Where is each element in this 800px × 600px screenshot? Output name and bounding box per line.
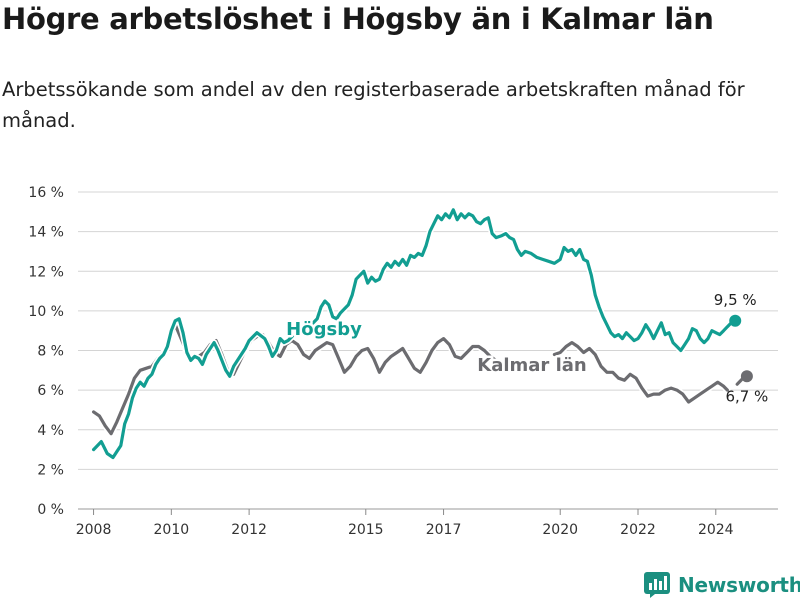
y-tick-label: 6 % — [37, 383, 64, 399]
hogsby-end-label: 9,5 % — [714, 291, 757, 309]
x-tick-label: 2024 — [698, 522, 734, 538]
x-tick-label: 2012 — [231, 522, 267, 538]
kalmar-series-label-halo: Kalmar län — [477, 355, 586, 376]
y-tick-label: 0 % — [37, 502, 64, 518]
chart-subtitle: Arbetssökande som andel av den registerb… — [2, 78, 745, 132]
kalmar-end-label: 6,7 % — [725, 387, 768, 405]
x-tick-label: 2015 — [348, 522, 384, 538]
series-lines — [90, 206, 753, 461]
y-tick-label: 2 % — [37, 462, 64, 478]
y-axis-ticks: 0 % 2 % 4 % 6 % 8 % 10 % 12 % 14 % 16 % — [28, 185, 64, 518]
y-tick-label: 16 % — [28, 185, 64, 201]
x-tick-label: 2008 — [76, 522, 112, 538]
y-tick-label: 14 % — [28, 225, 64, 241]
newsworthy-chart-logo-icon — [644, 572, 670, 598]
x-tick-label: 2010 — [154, 522, 190, 538]
y-tick-label: 8 % — [37, 344, 64, 360]
y-tick-label: 4 % — [37, 423, 64, 439]
chart-title: Högre arbetslöshet i Högsby än i Kalmar … — [2, 2, 714, 36]
newsworthy-brand: Newsworthy — [644, 570, 800, 600]
kalmar-line-segment-1 — [552, 341, 729, 404]
hogsby-line-halo — [90, 206, 739, 461]
x-tick-label: 2022 — [620, 522, 656, 538]
hogsby-line — [92, 208, 737, 460]
x-tick-label: 2017 — [426, 522, 462, 538]
hogsby-series-label: Högsby — [286, 319, 362, 340]
x-tick-label: 2020 — [542, 522, 578, 538]
hogsby-end-point — [729, 314, 742, 327]
brand-name: Newsworthy — [678, 573, 800, 597]
hogsby-series-label-halo: Högsby — [286, 319, 362, 340]
kalmar-series-label: Kalmar län — [477, 355, 586, 376]
kalmar-end-point — [740, 370, 753, 383]
y-tick-label: 12 % — [28, 264, 64, 280]
x-axis-ticks: 2008 2010 2012 2015 2017 2020 2022 2024 — [76, 509, 734, 538]
y-tick-label: 10 % — [28, 304, 64, 320]
